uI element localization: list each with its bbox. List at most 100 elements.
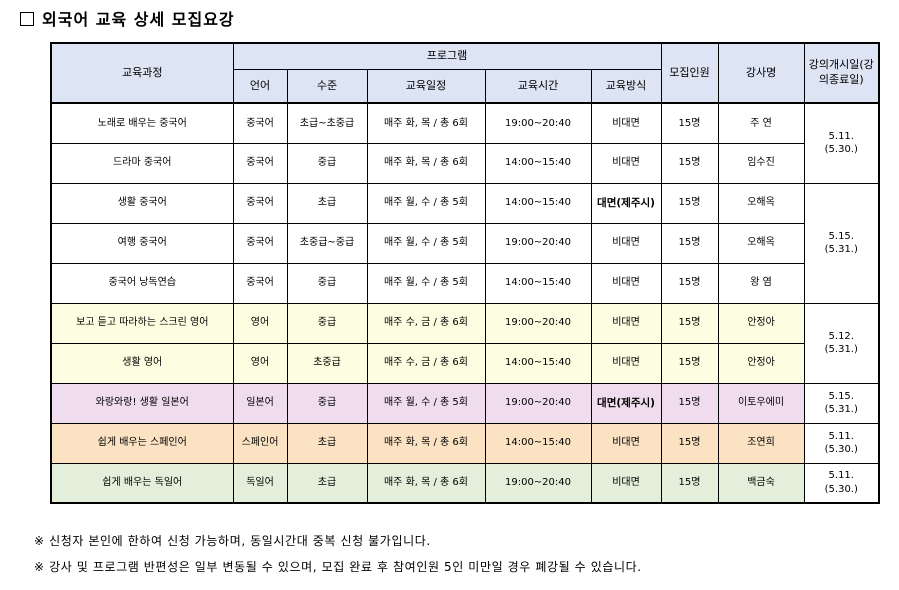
period-end: (5.31.) [824, 404, 858, 415]
cell-schedule: 매주 화, 목 / 총 6회 [366, 422, 486, 464]
cell-method: 비대면 [590, 302, 662, 344]
table-header: 교육과정 프로그램 모집인원 강사명 강의개시일(강의종료일) 언어 수준 교육… [50, 42, 880, 104]
cell-period: 5.11. (5.30.) [803, 102, 880, 184]
cell-course: 보고 듣고 따라하는 스크린 영어 [50, 302, 234, 344]
header-language: 언어 [232, 69, 288, 104]
period-start: 5.11. [828, 470, 854, 482]
cell-language: 영어 [232, 342, 288, 384]
cell-schedule: 매주 월, 수 / 총 5회 [366, 222, 486, 264]
cell-recruit: 15명 [660, 222, 719, 264]
cell-level: 초급 [286, 462, 368, 504]
period-start: 5.12. [828, 330, 854, 342]
cell-time: 14:00~15:40 [484, 182, 592, 224]
period-end: (5.31.) [824, 244, 858, 255]
period-end: (5.31.) [824, 344, 858, 355]
table-row: 노래로 배우는 중국어 중국어 초급~초중급 매주 화, 목 / 총 6회 19… [50, 102, 880, 184]
checkbox-square-icon [20, 12, 34, 26]
header-course: 교육과정 [50, 42, 234, 104]
cell-period: 5.12. (5.31.) [803, 302, 880, 384]
cell-period: 5.15. (5.31.) [803, 182, 880, 304]
cell-recruit: 15명 [660, 142, 719, 184]
cell-language: 중국어 [232, 142, 288, 184]
cell-method: 비대면 [590, 422, 662, 464]
course-table: 교육과정 프로그램 모집인원 강사명 강의개시일(강의종료일) 언어 수준 교육… [50, 42, 881, 504]
cell-schedule: 매주 수, 금 / 총 6회 [366, 302, 486, 344]
period-end: (5.30.) [824, 444, 858, 455]
table-row: 쉽게 배우는 스페인어 스페인어 초급 매주 화, 목 / 총 6회 14:00… [50, 422, 880, 464]
cell-period: 5.11. (5.30.) [803, 462, 880, 504]
cell-language: 중국어 [232, 182, 288, 224]
cell-schedule: 매주 월, 수 / 총 5회 [366, 182, 486, 224]
cell-course: 중국어 낭독연습 [50, 262, 234, 304]
cell-time: 19:00~20:40 [484, 462, 592, 504]
header-start: 강의개시일(강의종료일) [803, 42, 880, 104]
page-title-text: 외국어 교육 상세 모집요강 [42, 10, 235, 29]
cell-course: 쉽게 배우는 독일어 [50, 462, 234, 504]
cell-time: 19:00~20:40 [484, 382, 592, 424]
cell-instructor: 안정아 [717, 302, 805, 344]
cell-course: 노래로 배우는 중국어 [50, 102, 234, 144]
cell-language: 스페인어 [232, 422, 288, 464]
table-row: 여행 중국어 중국어 초중급~중급 매주 월, 수 / 총 5회 19:00~2… [50, 222, 879, 264]
cell-method: 비대면 [590, 342, 662, 384]
cell-instructor: 오해옥 [717, 182, 805, 224]
cell-course: 생활 영어 [50, 342, 234, 384]
cell-recruit: 15명 [660, 182, 719, 224]
cell-recruit: 15명 [660, 422, 719, 464]
period-start: 5.15. [828, 230, 854, 242]
cell-recruit: 15명 [660, 462, 719, 504]
cell-period: 5.11. (5.30.) [803, 422, 880, 464]
cell-method: 대면(제주시) [590, 182, 662, 224]
cell-method: 비대면 [590, 102, 662, 144]
cell-course: 생활 중국어 [50, 182, 234, 224]
cell-schedule: 매주 월, 수 / 총 5회 [366, 262, 486, 304]
cell-schedule: 매주 월, 수 / 총 5회 [366, 382, 486, 424]
cell-course: 쉽게 배우는 스페인어 [50, 422, 234, 464]
cell-level: 초급 [286, 422, 368, 464]
header-method: 교육방식 [590, 69, 662, 104]
cell-time: 14:00~15:40 [484, 262, 592, 304]
cell-recruit: 15명 [660, 102, 719, 144]
header-level: 수준 [286, 69, 368, 104]
cell-level: 초중급 [286, 342, 368, 384]
cell-level: 초중급~중급 [286, 222, 368, 264]
table-row: 보고 듣고 따라하는 스크린 영어 영어 중급 매주 수, 금 / 총 6회 1… [50, 302, 880, 384]
cell-schedule: 매주 화, 목 / 총 6회 [366, 462, 486, 504]
cell-language: 영어 [232, 302, 288, 344]
cell-method: 대면(제주시) [590, 382, 662, 424]
period-start: 5.11. [828, 430, 854, 442]
period-start: 5.15. [828, 390, 854, 402]
table-row: 생활 중국어 중국어 초급 매주 월, 수 / 총 5회 14:00~15:40… [50, 182, 880, 304]
period-end: (5.30.) [824, 144, 858, 156]
cell-instructor: 오해옥 [717, 222, 805, 264]
cell-language: 중국어 [232, 222, 288, 264]
cell-language: 중국어 [232, 262, 288, 304]
header-recruit: 모집인원 [660, 42, 719, 104]
cell-course: 와랑와랑! 생활 일본어 [50, 382, 234, 424]
cell-time: 14:00~15:40 [484, 422, 592, 464]
cell-level: 중급 [286, 302, 368, 344]
header-time: 교육시간 [484, 69, 592, 104]
period-start: 5.11. [828, 130, 854, 142]
note-duplicate-registration: ※ 신청자 본인에 한하여 신청 가능하며, 동일시간대 중복 신청 불가입니다… [34, 534, 431, 548]
cell-time: 14:00~15:40 [484, 142, 592, 184]
cell-schedule: 매주 수, 금 / 총 6회 [366, 342, 486, 384]
cell-recruit: 15명 [660, 302, 719, 344]
cell-recruit: 15명 [660, 382, 719, 424]
cell-method: 비대면 [590, 142, 662, 184]
cell-level: 중급 [286, 262, 368, 304]
page-title: 외국어 교육 상세 모집요강 [20, 6, 235, 30]
cell-instructor: 안정아 [717, 342, 805, 384]
table-row: 생활 영어 영어 초중급 매주 수, 금 / 총 6회 14:00~15:40 … [50, 342, 879, 384]
table-row: 드라마 중국어 중국어 중급 매주 화, 목 / 총 6회 14:00~15:4… [50, 142, 879, 184]
cell-level: 초급 [286, 182, 368, 224]
cell-instructor: 주 연 [717, 102, 805, 144]
cell-language: 중국어 [232, 102, 288, 144]
cell-time: 14:00~15:40 [484, 342, 592, 384]
cell-instructor: 왕 염 [717, 262, 805, 304]
cell-schedule: 매주 화, 목 / 총 6회 [366, 102, 486, 144]
cell-period: 5.15. (5.31.) [803, 382, 880, 424]
cell-level: 중급 [286, 382, 368, 424]
cell-method: 비대면 [590, 262, 662, 304]
cell-instructor: 조연희 [717, 422, 805, 464]
